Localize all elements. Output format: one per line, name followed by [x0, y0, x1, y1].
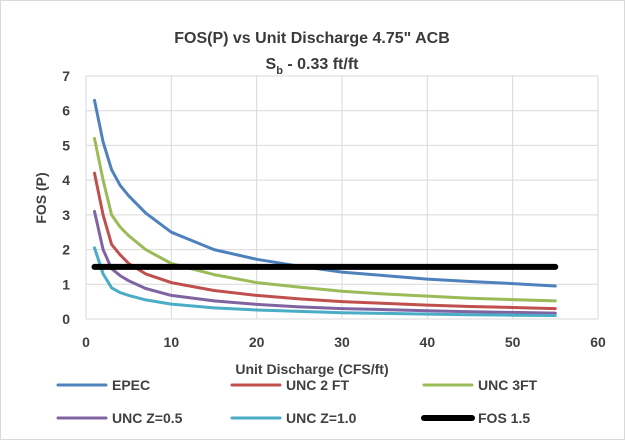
- y-tick-label: 3: [62, 207, 70, 223]
- x-tick-label: 40: [420, 334, 436, 350]
- legend-label: EPEC: [112, 377, 150, 393]
- y-tick-label: 2: [62, 242, 70, 258]
- series-line-unc-z-1-0: [93, 246, 557, 317]
- plot-series: [91, 98, 559, 317]
- x-tick-label: 10: [164, 334, 180, 350]
- y-tick-label: 5: [62, 137, 70, 153]
- x-axis-title: Unit Discharge (CFS/ft): [235, 361, 388, 377]
- chart-subtitle: Sb - 0.33 ft/ft: [266, 56, 360, 77]
- legend-label: UNC 2 FT: [286, 377, 349, 393]
- legend-label: UNC Z=1.0: [286, 410, 357, 426]
- x-tick-label: 30: [334, 334, 350, 350]
- series-line-epec: [93, 98, 557, 288]
- y-tick-label: 0: [62, 311, 70, 327]
- series-line-unc-2-ft: [93, 171, 557, 311]
- subtitle-subscript: b: [276, 65, 283, 77]
- y-tick-label: 6: [62, 103, 70, 119]
- chart-title: FOS(P) vs Unit Discharge 4.75" ACB: [174, 30, 450, 47]
- y-tick-label: 1: [62, 276, 70, 292]
- x-tick-label: 0: [82, 334, 90, 350]
- y-axis-title: FOS (P): [33, 172, 49, 223]
- y-tick-label: 7: [62, 68, 70, 84]
- x-tick-label: 20: [249, 334, 265, 350]
- x-tick-label: 60: [590, 334, 606, 350]
- legend-label: UNC 3FT: [478, 377, 538, 393]
- legend: EPEC UNC 2 FT UNC 3FT UNC Z=0.5 UNC Z=1.0 FOS…: [56, 377, 538, 426]
- subtitle-main: S: [266, 56, 277, 73]
- series-line-unc-3ft: [93, 137, 557, 303]
- subtitle-rest: - 0.33 ft/ft: [283, 56, 359, 73]
- axes: 0 10 20 30 40 50 60 0 1 2 3 4 5 6 7: [62, 68, 606, 350]
- gridlines: [85, 75, 599, 320]
- legend-label: FOS 1.5: [478, 410, 530, 426]
- x-tick-label: 50: [505, 334, 521, 350]
- legend-label: UNC Z=0.5: [112, 410, 183, 426]
- series-line-unc-z-0-5: [93, 209, 557, 315]
- y-tick-label: 4: [62, 172, 70, 188]
